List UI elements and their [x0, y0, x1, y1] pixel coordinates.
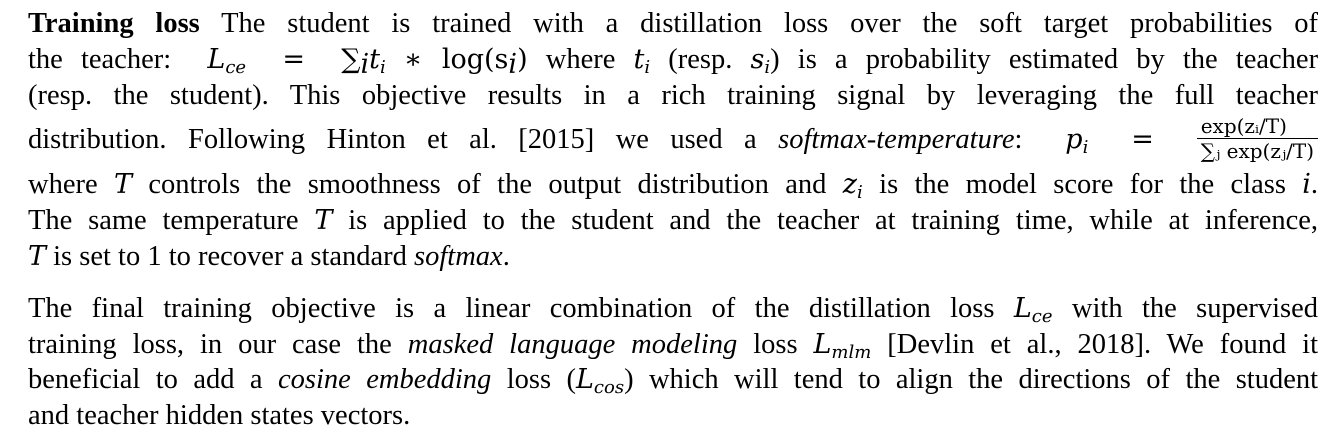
math-symbol: L [207, 43, 226, 75]
text-line: The same temperature T is applied to the… [28, 203, 1318, 239]
math-symbol: L [575, 364, 594, 396]
math-symbol: ∗ log(s [403, 43, 509, 75]
math-symbol: i [1302, 169, 1311, 201]
text-run: (resp. the student). This objective resu… [28, 79, 1318, 111]
math-subscript: i [764, 56, 771, 78]
math-symbol: L [1013, 292, 1032, 324]
text-run: : [1014, 124, 1023, 156]
math-subscript: i [360, 48, 370, 80]
italic-term: cosine embedding [278, 364, 492, 396]
math-subscript: i [1082, 137, 1089, 159]
formula-softmax-temperature: pi [1065, 124, 1089, 159]
text-run: the teacher: [28, 43, 172, 75]
text-run: where [28, 169, 98, 201]
math-symbol: z [842, 169, 858, 201]
text-run: (resp. [668, 43, 733, 75]
text-line: beneficial to add a cosine embedding los… [28, 362, 1318, 398]
text-line: where T controls the smoothness of the o… [28, 167, 1318, 203]
text-line: Training loss The student is trained wit… [28, 6, 1318, 42]
paper-excerpt: Training loss The student is trained wit… [28, 6, 1318, 434]
text-run: is the model score for the class [879, 169, 1286, 201]
text-run: with the supervised [1071, 292, 1319, 324]
text-run: . [502, 240, 510, 272]
italic-term: softmax-temperature [778, 124, 1015, 156]
text-line: training loss, in our case the masked la… [28, 327, 1318, 363]
math-subscript: ce [1031, 305, 1053, 327]
math-subscript: i [508, 48, 518, 80]
math-term: ti [633, 43, 651, 78]
math-operator: = [1131, 124, 1154, 156]
text-run: loss ( [506, 364, 576, 396]
text-run: training loss, in our case the [28, 328, 392, 360]
text-run: is applied to the student and the teache… [348, 205, 1319, 237]
math-term: zi [842, 169, 863, 204]
text-run: The student is trained with a distillati… [221, 8, 1318, 39]
text-line: T is set to 1 to recover a standard soft… [28, 239, 1318, 275]
math-sum: ∑i [341, 43, 369, 78]
math-subscript: i [857, 182, 863, 204]
text-run: controls the smoothness of the output di… [148, 169, 827, 201]
math-subscript: ce [225, 56, 247, 78]
math-subscript: i [380, 56, 386, 78]
math-fraction: exp(zᵢ/T) ∑ⱼ exp(zⱼ/T) [1196, 115, 1319, 164]
math-subscript: i [644, 56, 651, 78]
text-line: (resp. the student). This objective resu… [28, 78, 1318, 114]
formula-loss: Lce [207, 43, 247, 78]
math-term: Lce [1013, 292, 1053, 327]
text-run: [Devlin et al., 2018]. We found it [887, 328, 1319, 360]
text-run: The same temperature [28, 205, 299, 237]
text-run: and teacher hidden states vectors. [28, 400, 411, 432]
math-symbol: t [633, 43, 645, 75]
text-run: loss [753, 328, 798, 360]
math-term: ∗ log(si) [403, 43, 528, 78]
section-heading: Training loss [28, 8, 200, 39]
text-line: distribution. Following Hinton et al. [2… [28, 113, 1319, 167]
math-symbol: s [750, 43, 765, 75]
math-symbol: p [1065, 124, 1083, 156]
text-line: The final training objective is a linear… [28, 291, 1318, 327]
math-symbol: ) [517, 43, 528, 75]
math-symbol: T [314, 205, 333, 237]
math-operator: = [282, 43, 305, 75]
fraction-denominator: ∑ⱼ exp(zⱼ/T) [1200, 139, 1315, 164]
math-symbol: ∑ [341, 43, 361, 75]
paragraph-final-objective: The final training objective is a linear… [28, 291, 1318, 434]
text-run: beneficial to add a [28, 364, 263, 396]
math-symbol: L [813, 328, 832, 360]
math-term: Lcos [575, 364, 625, 399]
text-run: The final training objective is a linear… [28, 292, 995, 324]
text-run: is set to 1 to recover a standard [53, 240, 407, 272]
italic-term: softmax [414, 240, 503, 272]
math-symbol: T [28, 240, 47, 272]
text-line: and teacher hidden states vectors. [28, 398, 1318, 434]
math-subscript: cos [593, 377, 625, 399]
italic-term: masked language modeling [407, 328, 738, 360]
math-symbol: t [369, 43, 380, 75]
text-run: . [1310, 169, 1319, 201]
math-symbol: T [113, 169, 132, 201]
math-subscript: mlm [831, 341, 872, 363]
fraction-numerator: exp(zᵢ/T) [1196, 115, 1319, 140]
math-term: Lmlm [813, 328, 872, 363]
text-run: ) which will tend to align the direction… [624, 364, 1319, 396]
math-term: si [750, 43, 771, 78]
text-line: the teacher: Lce = ∑iti ∗ log(si) where … [28, 42, 1318, 78]
text-run: ) is a probability estimated by the teac… [770, 43, 1319, 75]
math-term: ti [369, 43, 386, 78]
text-run: distribution. Following Hinton et al. [2… [28, 124, 757, 156]
text-run: where [545, 43, 616, 75]
paragraph-training-loss: Training loss The student is trained wit… [28, 6, 1318, 275]
